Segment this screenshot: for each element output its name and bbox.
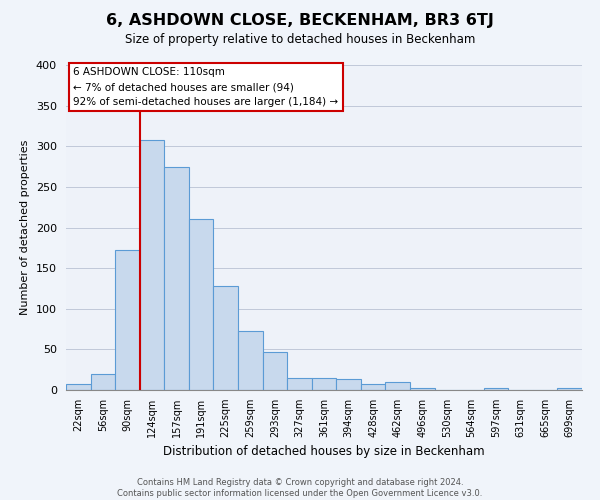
Bar: [361, 384, 385, 390]
Bar: [263, 352, 287, 390]
Bar: [214, 286, 238, 390]
Bar: [164, 166, 189, 390]
Bar: [410, 388, 434, 390]
X-axis label: Distribution of detached houses by size in Beckenham: Distribution of detached houses by size …: [163, 446, 485, 458]
Text: 6 ASHDOWN CLOSE: 110sqm
← 7% of detached houses are smaller (94)
92% of semi-det: 6 ASHDOWN CLOSE: 110sqm ← 7% of detached…: [73, 68, 338, 107]
Bar: [312, 378, 336, 390]
Bar: [484, 388, 508, 390]
Bar: [189, 220, 214, 390]
Bar: [336, 378, 361, 390]
Bar: [91, 374, 115, 390]
Text: 6, ASHDOWN CLOSE, BECKENHAM, BR3 6TJ: 6, ASHDOWN CLOSE, BECKENHAM, BR3 6TJ: [106, 12, 494, 28]
Y-axis label: Number of detached properties: Number of detached properties: [20, 140, 30, 315]
Bar: [557, 388, 582, 390]
Bar: [287, 378, 312, 390]
Text: Size of property relative to detached houses in Beckenham: Size of property relative to detached ho…: [125, 32, 475, 46]
Bar: [115, 250, 140, 390]
Bar: [238, 330, 263, 390]
Bar: [66, 384, 91, 390]
Bar: [140, 140, 164, 390]
Text: Contains HM Land Registry data © Crown copyright and database right 2024.
Contai: Contains HM Land Registry data © Crown c…: [118, 478, 482, 498]
Bar: [385, 382, 410, 390]
